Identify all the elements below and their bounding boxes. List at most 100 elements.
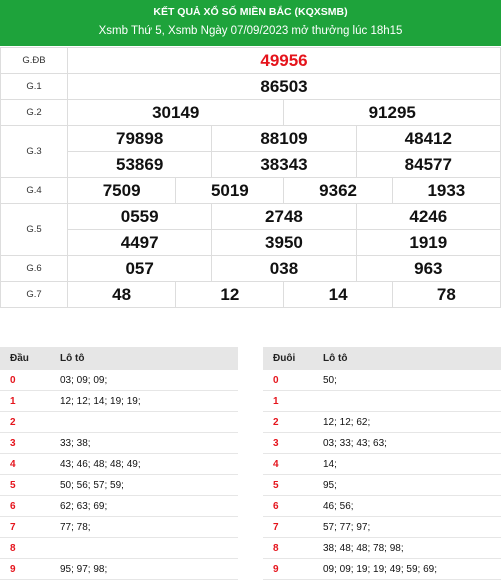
loto-values: 57; 77; 97; bbox=[313, 516, 501, 538]
table-row: 2 bbox=[0, 411, 238, 433]
loto-key: 1 bbox=[263, 390, 313, 412]
loto-values: 46; 56; bbox=[313, 495, 501, 517]
prize-number: 53869 bbox=[66, 151, 213, 178]
table-row: 6 62; 63; 69; bbox=[0, 495, 238, 517]
special-prize-number: 49956 bbox=[67, 47, 501, 74]
table-row: 0 03; 09; 09; bbox=[0, 369, 238, 391]
prize-label: G.6 bbox=[0, 255, 68, 282]
loto-values bbox=[313, 390, 501, 412]
table-row: 0 50; bbox=[263, 369, 501, 391]
loto-key: 1 bbox=[0, 390, 50, 412]
table-row: 8 bbox=[0, 537, 238, 559]
loto-key: 7 bbox=[263, 516, 313, 538]
table-row: 4 14; bbox=[263, 453, 501, 475]
loto-values: 43; 46; 48; 48; 49; bbox=[50, 453, 238, 475]
prize-number: 4246 bbox=[355, 203, 501, 230]
prize-number: 1933 bbox=[391, 177, 501, 204]
loto-key: 8 bbox=[0, 537, 50, 559]
loto-values bbox=[50, 537, 238, 559]
loto-tail-table: Đuôi Lô tô 0 50; 1 2 12; 12; 62; 3 03; 33; … bbox=[263, 347, 501, 580]
loto-key: 3 bbox=[263, 432, 313, 454]
table-row: 3 33; 38; bbox=[0, 432, 238, 454]
prize-number: 38343 bbox=[211, 151, 357, 178]
prize-number: 3950 bbox=[211, 229, 357, 256]
prize-number: 14 bbox=[283, 281, 393, 308]
prize-number: 88109 bbox=[211, 125, 357, 152]
prize-label: G.4 bbox=[0, 177, 68, 204]
loto-key: 2 bbox=[263, 411, 313, 433]
prize-number: 48 bbox=[66, 281, 177, 308]
prize-number: 91295 bbox=[283, 99, 501, 126]
loto-key: 4 bbox=[0, 453, 50, 475]
prize-label: G.1 bbox=[0, 73, 68, 100]
loto-values: 62; 63; 69; bbox=[50, 495, 238, 517]
prize-number: 7509 bbox=[66, 177, 177, 204]
prize-number: 84577 bbox=[355, 151, 501, 178]
table-row: 5 50; 56; 57; 59; bbox=[0, 474, 238, 496]
loto-values: 03; 09; 09; bbox=[50, 369, 238, 391]
loto-head-col-header: Đầu bbox=[0, 347, 50, 370]
table-row: 2 12; 12; 62; bbox=[263, 411, 501, 433]
prize-number: 963 bbox=[355, 255, 501, 282]
loto-key: 6 bbox=[263, 495, 313, 517]
page-header: KẾT QUẢ XỔ SỐ MIỀN BẮC (KQXSMB) Xsmb Thứ… bbox=[0, 0, 501, 46]
loto-values: 12; 12; 62; bbox=[313, 411, 501, 433]
table-row: 3 03; 33; 43; 63; bbox=[263, 432, 501, 454]
table-row: 1 12; 12; 14; 19; 19; bbox=[0, 390, 238, 412]
loto-key: 2 bbox=[0, 411, 50, 433]
loto-values: 33; 38; bbox=[50, 432, 238, 454]
prize-label: G.7 bbox=[0, 281, 68, 308]
prize-number: 78 bbox=[391, 281, 501, 308]
table-row: 9 95; 97; 98; bbox=[0, 558, 238, 580]
prize-number: 12 bbox=[175, 281, 285, 308]
loto-values: 03; 33; 43; 63; bbox=[313, 432, 501, 454]
loto-values: 09; 09; 19; 19; 49; 59; 69; bbox=[313, 558, 501, 580]
prize-number: 48412 bbox=[355, 125, 501, 152]
loto-key: 9 bbox=[0, 558, 50, 580]
table-row: 7 77; 78; bbox=[0, 516, 238, 538]
loto-key: 5 bbox=[0, 474, 50, 496]
loto-values: 12; 12; 14; 19; 19; bbox=[50, 390, 238, 412]
loto-key: 0 bbox=[0, 369, 50, 391]
loto-tail-col-header: Đuôi bbox=[263, 347, 313, 370]
loto-key: 0 bbox=[263, 369, 313, 391]
prize-number: 5019 bbox=[175, 177, 285, 204]
table-row: 5 95; bbox=[263, 474, 501, 496]
loto-key: 9 bbox=[263, 558, 313, 580]
loto-col-header: Lô tô bbox=[50, 347, 238, 370]
results-table: G.ĐB 49956 G.1 86503 G.2 30149 91295 G.3… bbox=[0, 47, 501, 308]
prize-number: 4497 bbox=[66, 229, 213, 256]
prize-label: G.2 bbox=[0, 99, 68, 126]
loto-key: 4 bbox=[263, 453, 313, 475]
prize-number: 79898 bbox=[66, 125, 213, 152]
loto-col-header: Lô tô bbox=[313, 347, 501, 370]
page-subtitle: Xsmb Thứ 5, Xsmb Ngày 07/09/2023 mở thưở… bbox=[98, 25, 403, 37]
table-row: 7 57; 77; 97; bbox=[263, 516, 501, 538]
prize-number: 1919 bbox=[355, 229, 501, 256]
table-row: 9 09; 09; 19; 19; 49; 59; 69; bbox=[263, 558, 501, 580]
prize-label: G.ĐB bbox=[0, 47, 68, 74]
loto-values: 50; bbox=[313, 369, 501, 391]
prize-label: G.3 bbox=[0, 125, 68, 178]
loto-key: 6 bbox=[0, 495, 50, 517]
loto-values: 95; bbox=[313, 474, 501, 496]
table-row: 4 43; 46; 48; 48; 49; bbox=[0, 453, 238, 475]
loto-key: 7 bbox=[0, 516, 50, 538]
loto-values: 50; 56; 57; 59; bbox=[50, 474, 238, 496]
table-row: 1 bbox=[263, 390, 501, 412]
loto-key: 5 bbox=[263, 474, 313, 496]
prize-number: 0559 bbox=[66, 203, 213, 230]
table-row: 8 38; 48; 48; 78; 98; bbox=[263, 537, 501, 559]
loto-head-table: Đầu Lô tô 0 03; 09; 09; 1 12; 12; 14; 19; … bbox=[0, 347, 238, 580]
loto-values bbox=[50, 411, 238, 433]
prize-number: 057 bbox=[66, 255, 213, 282]
loto-values: 95; 97; 98; bbox=[50, 558, 238, 580]
prize-number: 30149 bbox=[66, 99, 285, 126]
loto-values: 77; 78; bbox=[50, 516, 238, 538]
prize-number: 9362 bbox=[283, 177, 393, 204]
prize-label: G.5 bbox=[0, 203, 68, 256]
prize-number: 86503 bbox=[67, 73, 501, 100]
loto-key: 3 bbox=[0, 432, 50, 454]
prize-number: 038 bbox=[211, 255, 357, 282]
page-title: KẾT QUẢ XỔ SỐ MIỀN BẮC (KQXSMB) bbox=[153, 6, 348, 18]
